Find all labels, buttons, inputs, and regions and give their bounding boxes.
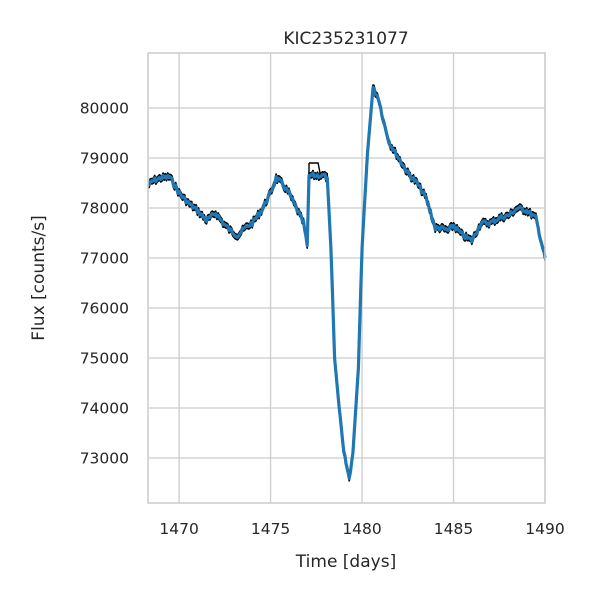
y-tick-label: 79000 — [80, 150, 129, 168]
y-tick-label: 77000 — [80, 250, 129, 268]
x-tick-labels: 1470 1475 1480 1485 1490 — [159, 520, 564, 538]
y-tick-label: 75000 — [80, 350, 129, 368]
x-tick-label: 1480 — [342, 520, 381, 538]
y-tick-label: 78000 — [80, 200, 129, 218]
x-tick-label: 1485 — [434, 520, 473, 538]
x-tick-label: 1475 — [251, 520, 290, 538]
chart-title: KIC235231077 — [283, 29, 408, 49]
y-tick-label: 80000 — [80, 100, 129, 118]
axes-frame — [147, 52, 546, 504]
x-axis-label: Time [days] — [295, 552, 396, 572]
plot-area — [148, 53, 545, 503]
y-tick-label: 73000 — [80, 450, 129, 468]
flux-series — [147, 86, 547, 480]
y-tick-label: 74000 — [80, 400, 129, 418]
x-tick-label: 1490 — [525, 520, 564, 538]
y-axis-label: Flux [counts/s] — [29, 215, 49, 340]
x-tick-label: 1470 — [159, 520, 198, 538]
y-tick-label: 76000 — [80, 300, 129, 318]
flux-line — [147, 86, 547, 480]
y-tick-labels: 73000 74000 75000 76000 77000 78000 79000 80000 — [80, 100, 129, 468]
